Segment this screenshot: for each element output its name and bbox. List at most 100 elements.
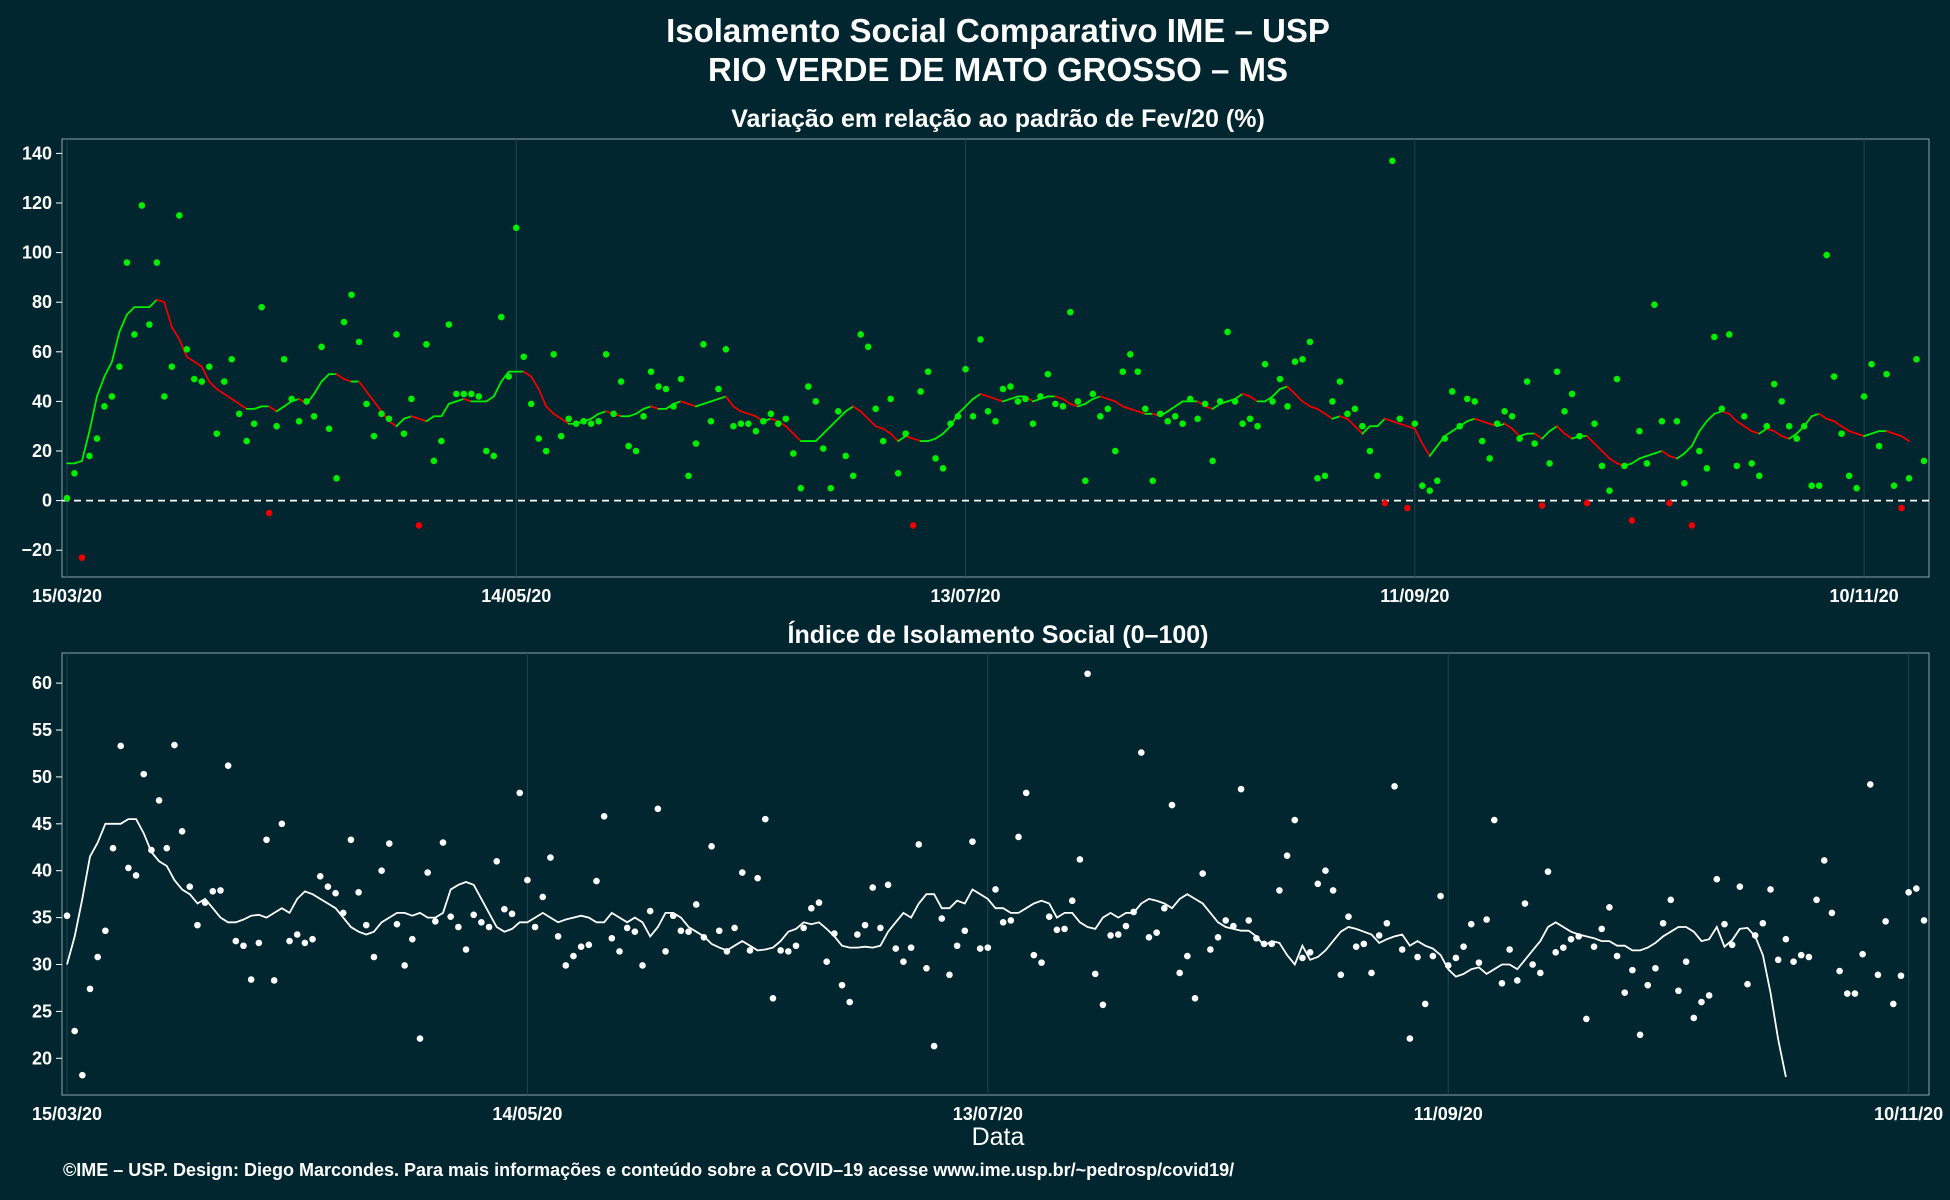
data-point	[879, 437, 887, 445]
data-point	[600, 813, 608, 820]
moving-average-segment	[1608, 457, 1618, 465]
moving-average-segment	[1563, 432, 1573, 440]
moving-average-segment	[1825, 417, 1836, 423]
data-point	[953, 942, 961, 950]
data-point	[1913, 355, 1920, 363]
data-point	[999, 919, 1007, 926]
data-point	[171, 741, 178, 749]
data-point	[78, 554, 86, 561]
data-point	[550, 350, 558, 358]
moving-average-segment	[1391, 420, 1401, 425]
y-tick-label: 120	[22, 193, 52, 213]
data-point	[1426, 487, 1434, 494]
data-point	[1396, 415, 1404, 423]
data-point	[1859, 950, 1866, 958]
data-point	[947, 420, 954, 428]
data-point	[363, 400, 370, 408]
data-point	[288, 395, 295, 403]
data-point	[1778, 398, 1786, 405]
data-point	[232, 937, 240, 945]
data-point	[213, 430, 221, 437]
data-point	[800, 924, 807, 932]
data-point	[669, 912, 677, 920]
data-point	[595, 417, 602, 425]
y-tick-label: 0	[42, 491, 52, 511]
data-point	[301, 939, 309, 947]
moving-average-segment	[126, 306, 136, 316]
data-point	[1805, 953, 1813, 961]
data-point	[1314, 880, 1322, 888]
moving-average-segment	[964, 398, 974, 408]
moving-average-segment	[1743, 425, 1753, 433]
data-point	[1156, 410, 1164, 418]
data-point	[1329, 398, 1336, 405]
data-point	[109, 844, 117, 852]
data-point	[554, 933, 562, 940]
data-point	[1344, 410, 1351, 418]
moving-average-segment	[680, 400, 690, 405]
data-point	[1284, 403, 1291, 410]
data-point	[1828, 909, 1836, 917]
moving-average-segment	[1376, 417, 1386, 428]
x-tick-label: 14/05/20	[492, 1104, 562, 1124]
x-tick-label: 11/09/20	[1414, 1104, 1483, 1124]
moving-average-segment	[1893, 432, 1903, 438]
moving-average-segment	[1810, 412, 1821, 418]
data-point	[1306, 949, 1314, 956]
data-point	[1583, 499, 1591, 507]
data-point	[782, 415, 790, 423]
x-tick-label: 11/09/20	[1380, 586, 1449, 606]
moving-average-segment	[163, 301, 173, 328]
data-point	[1314, 474, 1321, 482]
variation-panel: 15/03/20 14/05/20 13/07/20 11/09/20 10/11/20…	[21, 138, 1930, 606]
x-tick-label: 14/05/20	[481, 586, 551, 606]
moving-average-segment	[81, 430, 91, 462]
moving-average-segment	[170, 326, 181, 341]
data-point	[286, 937, 293, 945]
moving-average-segment	[1084, 398, 1094, 405]
data-point	[378, 867, 385, 875]
data-point	[915, 841, 923, 848]
moving-average-segment	[1136, 410, 1147, 415]
moving-average-segment	[485, 395, 495, 403]
moving-average-segment	[178, 338, 188, 358]
data-point	[1471, 398, 1479, 405]
data-point	[1583, 1015, 1590, 1023]
data-point	[1137, 749, 1145, 756]
moving-average-segment	[889, 432, 900, 442]
data-point	[1875, 442, 1883, 450]
data-point	[303, 398, 310, 405]
data-point	[1560, 944, 1567, 951]
moving-average-segment	[1863, 432, 1873, 438]
moving-average-segment	[725, 395, 735, 408]
moving-average-segment	[1106, 398, 1117, 403]
data-point	[453, 390, 460, 398]
data-point	[723, 948, 731, 955]
data-point	[439, 839, 447, 846]
chart-title: Isolamento Social Comparativo IME – USP	[666, 12, 1330, 49]
data-point	[1322, 867, 1329, 875]
data-point	[767, 410, 775, 418]
data-point	[939, 465, 947, 472]
data-point	[1007, 917, 1015, 924]
data-point	[1868, 360, 1875, 368]
data-point	[792, 942, 800, 950]
y-tick-label: 60	[32, 342, 52, 362]
data-point	[646, 907, 654, 915]
data-point	[1523, 378, 1531, 385]
moving-average-segment	[882, 427, 892, 435]
y-tick-label: 30	[32, 955, 52, 975]
data-point	[1651, 301, 1658, 308]
data-point	[834, 408, 842, 415]
data-point	[731, 924, 738, 932]
moving-average-segment	[710, 398, 720, 403]
moving-average-segment	[590, 412, 600, 420]
data-point	[700, 341, 707, 348]
data-point	[1467, 920, 1475, 928]
data-point	[662, 948, 669, 955]
data-point	[593, 877, 600, 885]
data-point	[565, 415, 572, 423]
data-point	[1261, 360, 1269, 368]
moving-average-segment	[215, 388, 226, 395]
data-point	[445, 321, 453, 328]
